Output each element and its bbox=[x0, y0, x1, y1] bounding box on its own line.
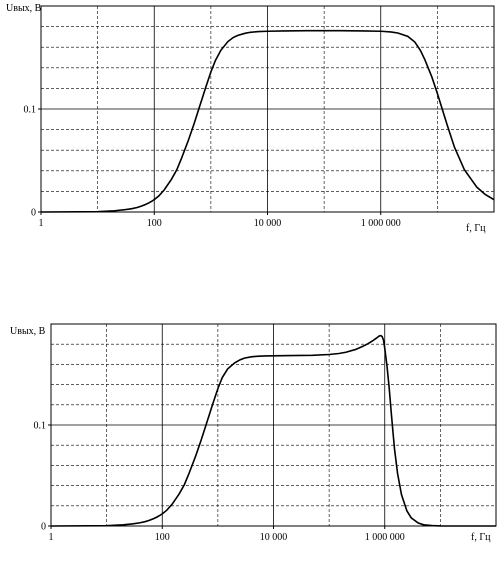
x-tick-label: 1 bbox=[49, 532, 54, 543]
series-line bbox=[40, 29, 495, 213]
x-tick-label: 10 000 bbox=[260, 532, 288, 543]
x-axis-label: f, Гц bbox=[466, 223, 486, 234]
x-axis-label: f, Гц bbox=[471, 532, 491, 543]
y-axis-label: Uвых, В bbox=[10, 326, 46, 337]
chart-top: 1 100 10 000 1 000 000 0 0.1 Uвых, В f, Гц bbox=[6, 3, 495, 234]
y-tick-label: 0 bbox=[41, 522, 46, 533]
x-tick-label: 100 bbox=[147, 218, 162, 229]
x-tick-label: 1 000 000 bbox=[365, 532, 405, 543]
y-tick-label: 0.1 bbox=[34, 421, 47, 432]
y-tick-label: 0.1 bbox=[24, 105, 37, 116]
x-tick-label: 1 bbox=[39, 218, 44, 229]
x-tick-label: 100 bbox=[155, 532, 170, 543]
chart-bottom: 1 100 10 000 1 000 000 0 0.1 Uвых, В f, Гц bbox=[10, 323, 497, 543]
x-tick-label: 10 000 bbox=[254, 218, 282, 229]
series-line bbox=[50, 334, 496, 527]
y-axis-label: Uвых, В bbox=[6, 3, 42, 14]
y-tick-label: 0 bbox=[31, 208, 36, 219]
x-tick-label: 1 000 000 bbox=[361, 218, 401, 229]
